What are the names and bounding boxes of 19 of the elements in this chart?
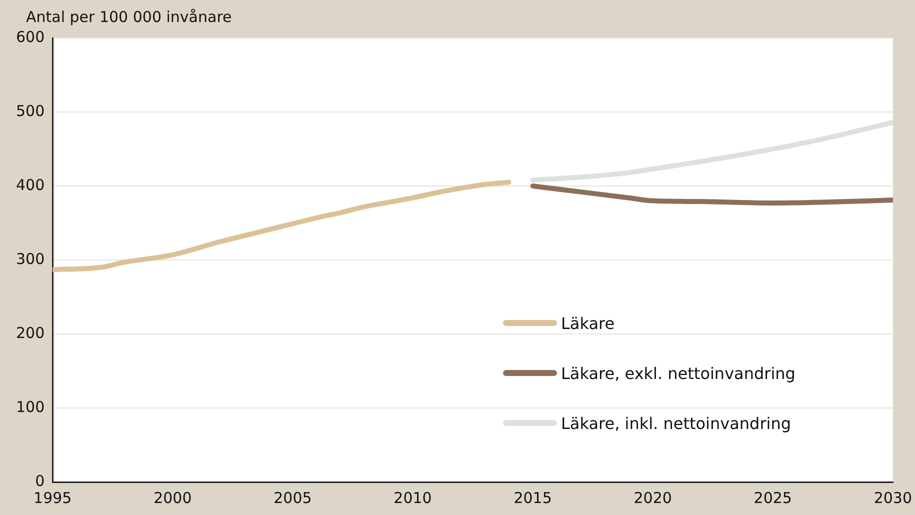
legend-label: Läkare xyxy=(561,314,615,332)
x-tick-label: 2030 xyxy=(874,488,912,507)
x-tick-label: 2015 xyxy=(514,488,552,507)
x-tick-label: 2025 xyxy=(754,488,792,507)
y-tick-label: 600 xyxy=(16,28,45,46)
y-tick-label: 100 xyxy=(16,398,45,416)
x-tick-label: 2005 xyxy=(274,488,312,507)
legend-label: Läkare, exkl. nettoinvandring xyxy=(561,364,796,382)
legend-label: Läkare, inkl. nettoinvandring xyxy=(561,414,792,432)
x-tick-label: 2010 xyxy=(394,488,432,507)
x-tick-label: 2020 xyxy=(634,488,672,507)
x-tick-label: 1995 xyxy=(34,488,72,507)
y-tick-label: 400 xyxy=(16,176,45,194)
y-tick-label: 500 xyxy=(16,102,45,120)
y-tick-label: 300 xyxy=(16,250,45,268)
y-tick-label: 0 xyxy=(35,472,45,490)
y-tick-label: 200 xyxy=(16,324,45,342)
x-tick-label: 2000 xyxy=(154,488,192,507)
y-axis-title: Antal per 100 000 invånare xyxy=(26,8,232,26)
